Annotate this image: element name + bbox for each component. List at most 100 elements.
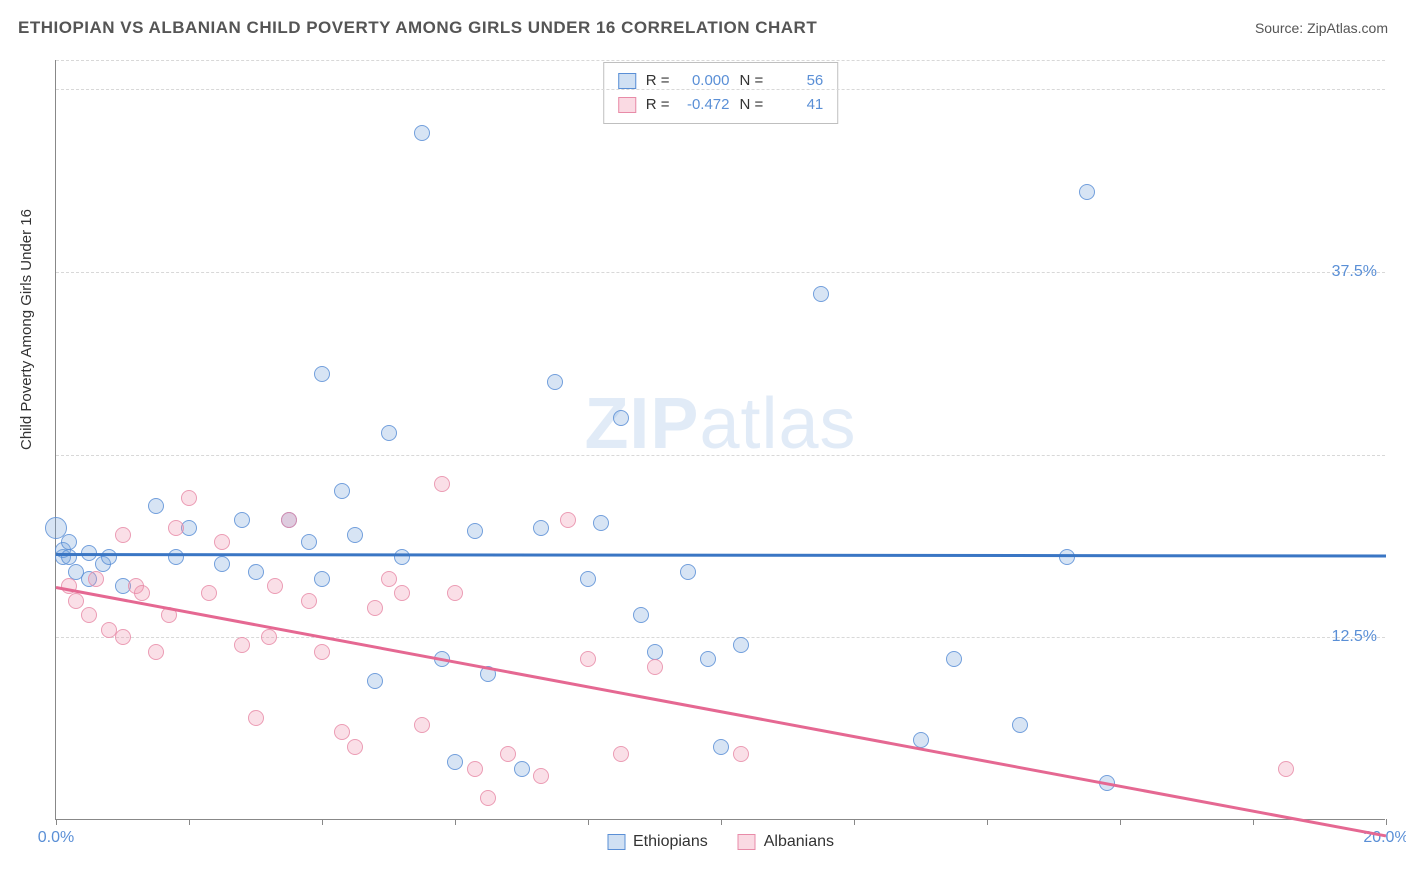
data-point <box>713 739 729 755</box>
source-name: ZipAtlas.com <box>1307 20 1388 36</box>
data-point <box>1278 761 1294 777</box>
data-point <box>560 512 576 528</box>
watermark-bold: ZIP <box>584 384 699 464</box>
chart-title: ETHIOPIAN VS ALBANIAN CHILD POVERTY AMON… <box>18 18 817 38</box>
data-point <box>414 125 430 141</box>
gridline <box>56 272 1385 273</box>
legend-label-ethiopians: Ethiopians <box>633 833 708 851</box>
swatch-albanians <box>738 834 756 850</box>
x-tick <box>721 819 722 825</box>
series-legend: Ethiopians Albanians <box>607 833 834 851</box>
r-label: R = <box>646 93 670 117</box>
data-point <box>134 585 150 601</box>
data-point <box>500 746 516 762</box>
x-tick <box>56 819 57 825</box>
data-point <box>447 754 463 770</box>
data-point <box>88 571 104 587</box>
y-axis-label: Child Poverty Among Girls Under 16 <box>18 209 35 450</box>
data-point <box>115 629 131 645</box>
n-value-series2: 41 <box>773 93 823 117</box>
data-point <box>514 761 530 777</box>
data-point <box>613 746 629 762</box>
data-point <box>1079 184 1095 200</box>
data-point <box>533 768 549 784</box>
data-point <box>480 790 496 806</box>
gridline <box>56 60 1385 61</box>
source-attribution: Source: ZipAtlas.com <box>1255 20 1388 36</box>
data-point <box>267 578 283 594</box>
x-tick <box>854 819 855 825</box>
data-point <box>301 534 317 550</box>
data-point <box>913 732 929 748</box>
x-tick <box>1386 819 1387 825</box>
data-point <box>248 710 264 726</box>
data-point <box>946 651 962 667</box>
data-point <box>148 498 164 514</box>
data-point <box>314 644 330 660</box>
data-point <box>201 585 217 601</box>
watermark-rest: atlas <box>699 384 856 464</box>
data-point <box>115 527 131 543</box>
correlation-legend: R = 0.000 N = 56 R = -0.472 N = 41 <box>603 62 839 124</box>
data-point <box>314 571 330 587</box>
data-point <box>733 637 749 653</box>
data-point <box>347 739 363 755</box>
data-point <box>68 593 84 609</box>
data-point <box>434 476 450 492</box>
data-point <box>234 512 250 528</box>
x-tick <box>322 819 323 825</box>
x-tick <box>588 819 589 825</box>
data-point <box>168 520 184 536</box>
data-point <box>367 673 383 689</box>
data-point <box>633 607 649 623</box>
x-tick <box>455 819 456 825</box>
gridline <box>56 89 1385 90</box>
swatch-ethiopians <box>607 834 625 850</box>
data-point <box>367 600 383 616</box>
x-tick-label: 0.0% <box>38 829 74 847</box>
data-point <box>334 724 350 740</box>
y-tick-label: 37.5% <box>1332 263 1377 281</box>
data-point <box>234 637 250 653</box>
data-point <box>593 515 609 531</box>
data-point <box>647 659 663 675</box>
swatch-ethiopians <box>618 73 636 89</box>
x-tick <box>987 819 988 825</box>
data-point <box>547 374 563 390</box>
x-tick <box>1120 819 1121 825</box>
data-point <box>680 564 696 580</box>
data-point <box>261 629 277 645</box>
data-point <box>148 644 164 660</box>
gridline <box>56 637 1385 638</box>
source-prefix: Source: <box>1255 20 1307 36</box>
data-point <box>248 564 264 580</box>
y-tick-label: 12.5% <box>1332 628 1377 646</box>
data-point <box>613 410 629 426</box>
data-point <box>414 717 430 733</box>
data-point <box>1012 717 1028 733</box>
n-label: N = <box>740 93 764 117</box>
data-point <box>214 556 230 572</box>
x-tick <box>1253 819 1254 825</box>
data-point <box>813 286 829 302</box>
gridline <box>56 455 1385 456</box>
trend-line <box>56 553 1386 557</box>
data-point <box>61 549 77 565</box>
data-point <box>314 366 330 382</box>
data-point <box>81 607 97 623</box>
data-point <box>467 523 483 539</box>
data-point <box>381 571 397 587</box>
data-point <box>733 746 749 762</box>
data-point <box>467 761 483 777</box>
data-point <box>700 651 716 667</box>
legend-row-series2: R = -0.472 N = 41 <box>618 93 824 117</box>
data-point <box>61 534 77 550</box>
x-tick <box>189 819 190 825</box>
data-point <box>580 571 596 587</box>
data-point <box>301 593 317 609</box>
data-point <box>580 651 596 667</box>
data-point <box>647 644 663 660</box>
r-value-series2: -0.472 <box>680 93 730 117</box>
legend-label-albanians: Albanians <box>764 833 834 851</box>
data-point <box>533 520 549 536</box>
